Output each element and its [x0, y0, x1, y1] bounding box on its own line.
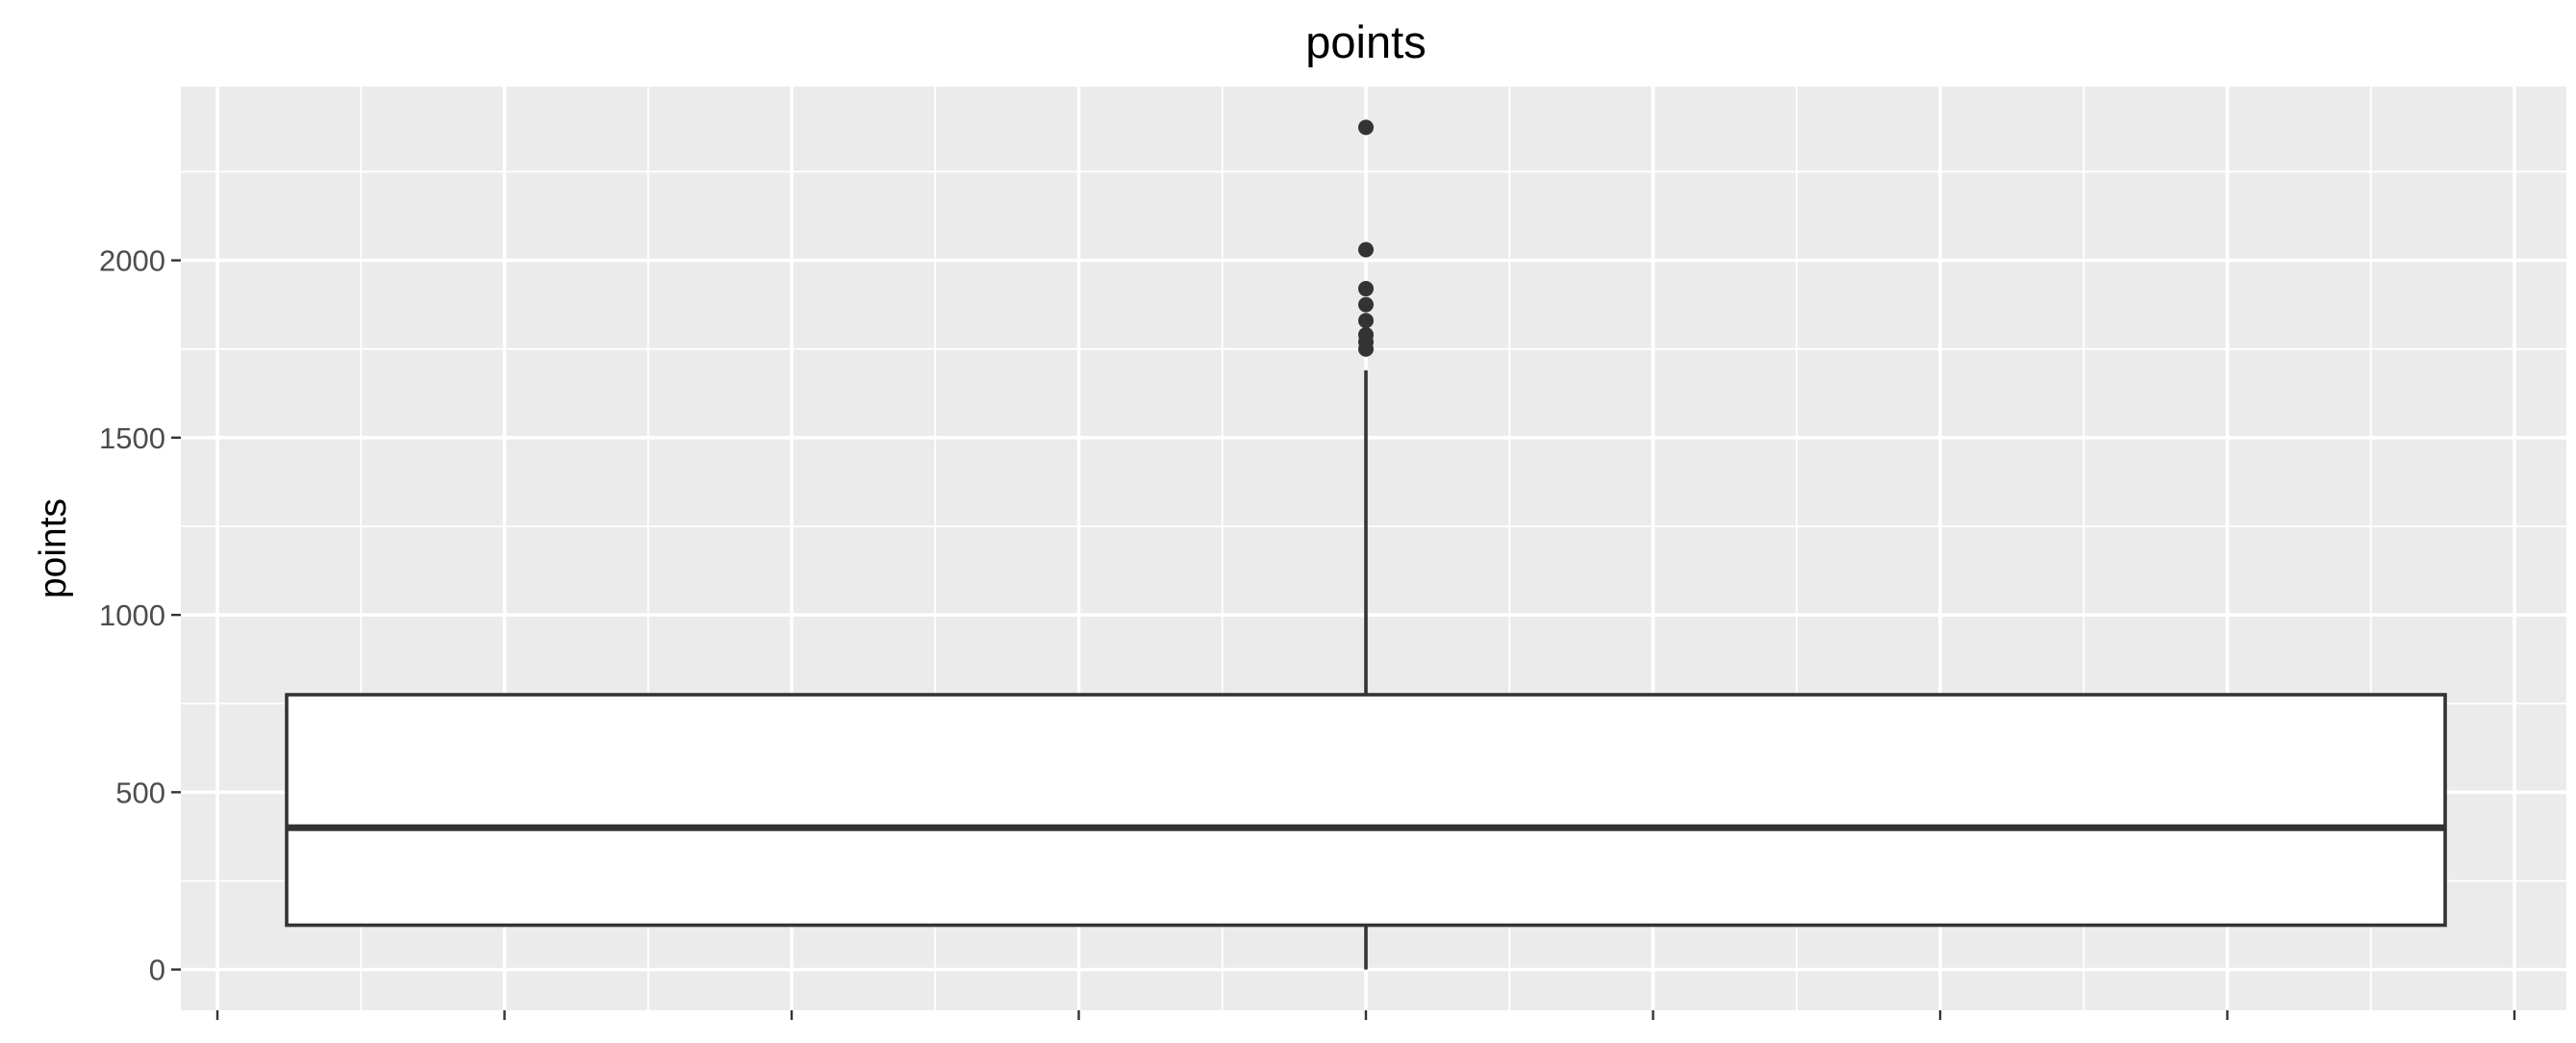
- box-plot: [285, 119, 2447, 970]
- outlier-point: [1358, 242, 1374, 258]
- y-tick-label: 1500: [99, 421, 165, 455]
- y-tick-label: 2000: [99, 244, 165, 278]
- outlier-point: [1358, 119, 1374, 136]
- outlier-point: [1358, 326, 1374, 343]
- chart-title: points: [1305, 16, 1426, 67]
- box: [285, 119, 2447, 970]
- y-tick-label: 0: [149, 954, 165, 987]
- y-axis: 0 500 1000 1500 2000: [99, 244, 2516, 1020]
- outlier-point: [1358, 313, 1374, 329]
- outlier-point: [1358, 296, 1374, 313]
- outlier-point: [1358, 281, 1374, 297]
- y-tick-label: 500: [115, 776, 165, 809]
- y-axis-title: points: [33, 498, 74, 598]
- box-iqr: [285, 693, 2447, 928]
- y-tick-label: 1000: [99, 598, 165, 632]
